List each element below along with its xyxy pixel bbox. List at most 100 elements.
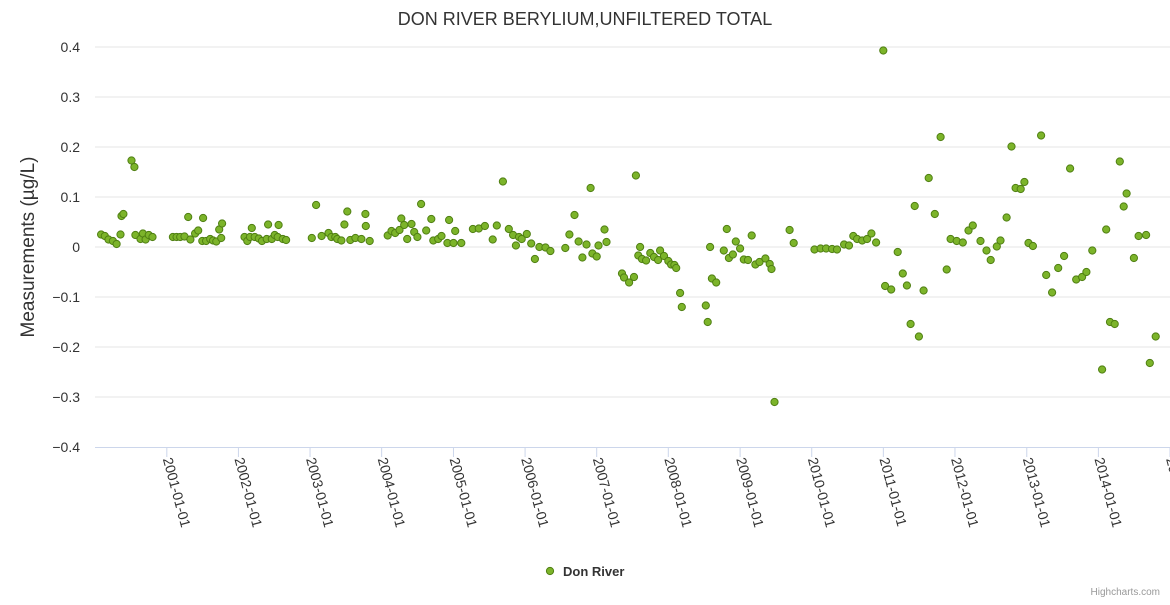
data-point[interactable]: [924, 173, 933, 183]
data-point[interactable]: [217, 233, 226, 243]
data-point[interactable]: [445, 215, 454, 225]
data-point[interactable]: [731, 237, 740, 246]
data-point[interactable]: [1119, 202, 1128, 211]
data-point[interactable]: [400, 220, 409, 230]
data-point[interactable]: [504, 224, 513, 234]
data-point[interactable]: [832, 245, 842, 254]
data-point[interactable]: [636, 242, 645, 252]
data-point[interactable]: [565, 230, 574, 239]
data-point[interactable]: [910, 201, 919, 211]
data-point[interactable]: [112, 239, 121, 249]
data-point[interactable]: [312, 200, 321, 210]
data-point[interactable]: [1129, 253, 1139, 263]
data-point[interactable]: [1066, 164, 1075, 173]
data-point[interactable]: [492, 221, 501, 230]
data-point[interactable]: [127, 156, 136, 165]
credits-link[interactable]: Highcharts.com: [1091, 587, 1160, 598]
data-point[interactable]: [600, 225, 609, 234]
data-point[interactable]: [629, 272, 639, 282]
data-point[interactable]: [570, 210, 579, 220]
data-point[interactable]: [413, 232, 422, 242]
data-point[interactable]: [586, 183, 595, 193]
data-point[interactable]: [119, 209, 128, 219]
data-point[interactable]: [1037, 131, 1046, 140]
data-point[interactable]: [1142, 230, 1151, 240]
legend[interactable]: Don River: [545, 564, 624, 579]
data-point[interactable]: [619, 273, 629, 282]
data-point[interactable]: [1088, 246, 1097, 255]
data-point[interactable]: [451, 226, 460, 236]
data-point[interactable]: [449, 238, 458, 248]
data-point[interactable]: [578, 253, 587, 262]
data-point[interactable]: [282, 235, 291, 245]
legend-label-don-river[interactable]: Don River: [563, 564, 624, 579]
data-point[interactable]: [706, 242, 715, 252]
data-point[interactable]: [1007, 142, 1016, 151]
data-point[interactable]: [361, 221, 370, 231]
data-point[interactable]: [770, 397, 779, 407]
data-point[interactable]: [592, 252, 601, 261]
data-point[interactable]: [736, 244, 745, 253]
data-point[interactable]: [1002, 213, 1011, 222]
data-point[interactable]: [602, 237, 611, 247]
data-point[interactable]: [274, 220, 283, 230]
data-point[interactable]: [968, 221, 977, 230]
data-point[interactable]: [317, 231, 326, 241]
data-point[interactable]: [992, 242, 1001, 251]
data-point[interactable]: [561, 243, 570, 253]
data-point[interactable]: [930, 209, 939, 219]
data-point[interactable]: [488, 235, 497, 244]
data-point[interactable]: [1151, 332, 1160, 341]
data-point[interactable]: [676, 288, 685, 298]
data-point[interactable]: [919, 286, 928, 295]
data-points[interactable]: [97, 46, 1160, 407]
data-point[interactable]: [986, 255, 995, 265]
data-point[interactable]: [1060, 251, 1069, 261]
data-point[interactable]: [546, 246, 555, 256]
data-point[interactable]: [1145, 358, 1154, 368]
data-point[interactable]: [996, 236, 1005, 245]
data-point[interactable]: [728, 250, 738, 259]
data-point[interactable]: [1042, 270, 1051, 280]
data-point[interactable]: [194, 226, 203, 235]
data-point[interactable]: [625, 278, 634, 287]
data-point[interactable]: [761, 254, 770, 263]
data-point[interactable]: [511, 241, 521, 250]
data-point[interactable]: [422, 226, 431, 235]
data-point[interactable]: [1028, 241, 1038, 251]
data-point[interactable]: [130, 162, 139, 172]
data-point[interactable]: [340, 220, 349, 229]
data-point[interactable]: [457, 238, 466, 248]
data-point[interactable]: [365, 236, 374, 246]
data-point[interactable]: [656, 246, 665, 255]
data-point[interactable]: [747, 231, 756, 240]
data-point[interactable]: [942, 265, 951, 274]
data-point[interactable]: [522, 229, 531, 239]
data-point[interactable]: [199, 213, 208, 223]
data-point[interactable]: [337, 236, 346, 245]
data-point[interactable]: [887, 285, 896, 294]
data-point[interactable]: [958, 238, 967, 247]
data-point[interactable]: [574, 237, 583, 246]
data-point[interactable]: [712, 278, 721, 287]
data-point[interactable]: [914, 332, 924, 341]
data-point[interactable]: [703, 317, 712, 327]
data-point[interactable]: [1020, 177, 1029, 187]
data-point[interactable]: [672, 263, 681, 273]
data-point[interactable]: [1098, 365, 1107, 374]
data-point[interactable]: [395, 225, 404, 235]
data-point[interactable]: [517, 234, 526, 244]
data-point[interactable]: [437, 231, 446, 241]
data-point[interactable]: [642, 256, 651, 265]
data-point[interactable]: [397, 214, 406, 223]
data-point[interactable]: [480, 221, 489, 231]
data-point[interactable]: [898, 269, 907, 278]
data-point[interactable]: [407, 219, 416, 229]
data-point[interactable]: [1115, 157, 1124, 166]
data-point[interactable]: [1048, 288, 1057, 297]
data-point[interactable]: [247, 223, 256, 233]
data-point[interactable]: [307, 233, 316, 243]
data-point[interactable]: [1016, 184, 1025, 194]
data-point[interactable]: [936, 132, 945, 142]
data-point[interactable]: [357, 234, 366, 244]
